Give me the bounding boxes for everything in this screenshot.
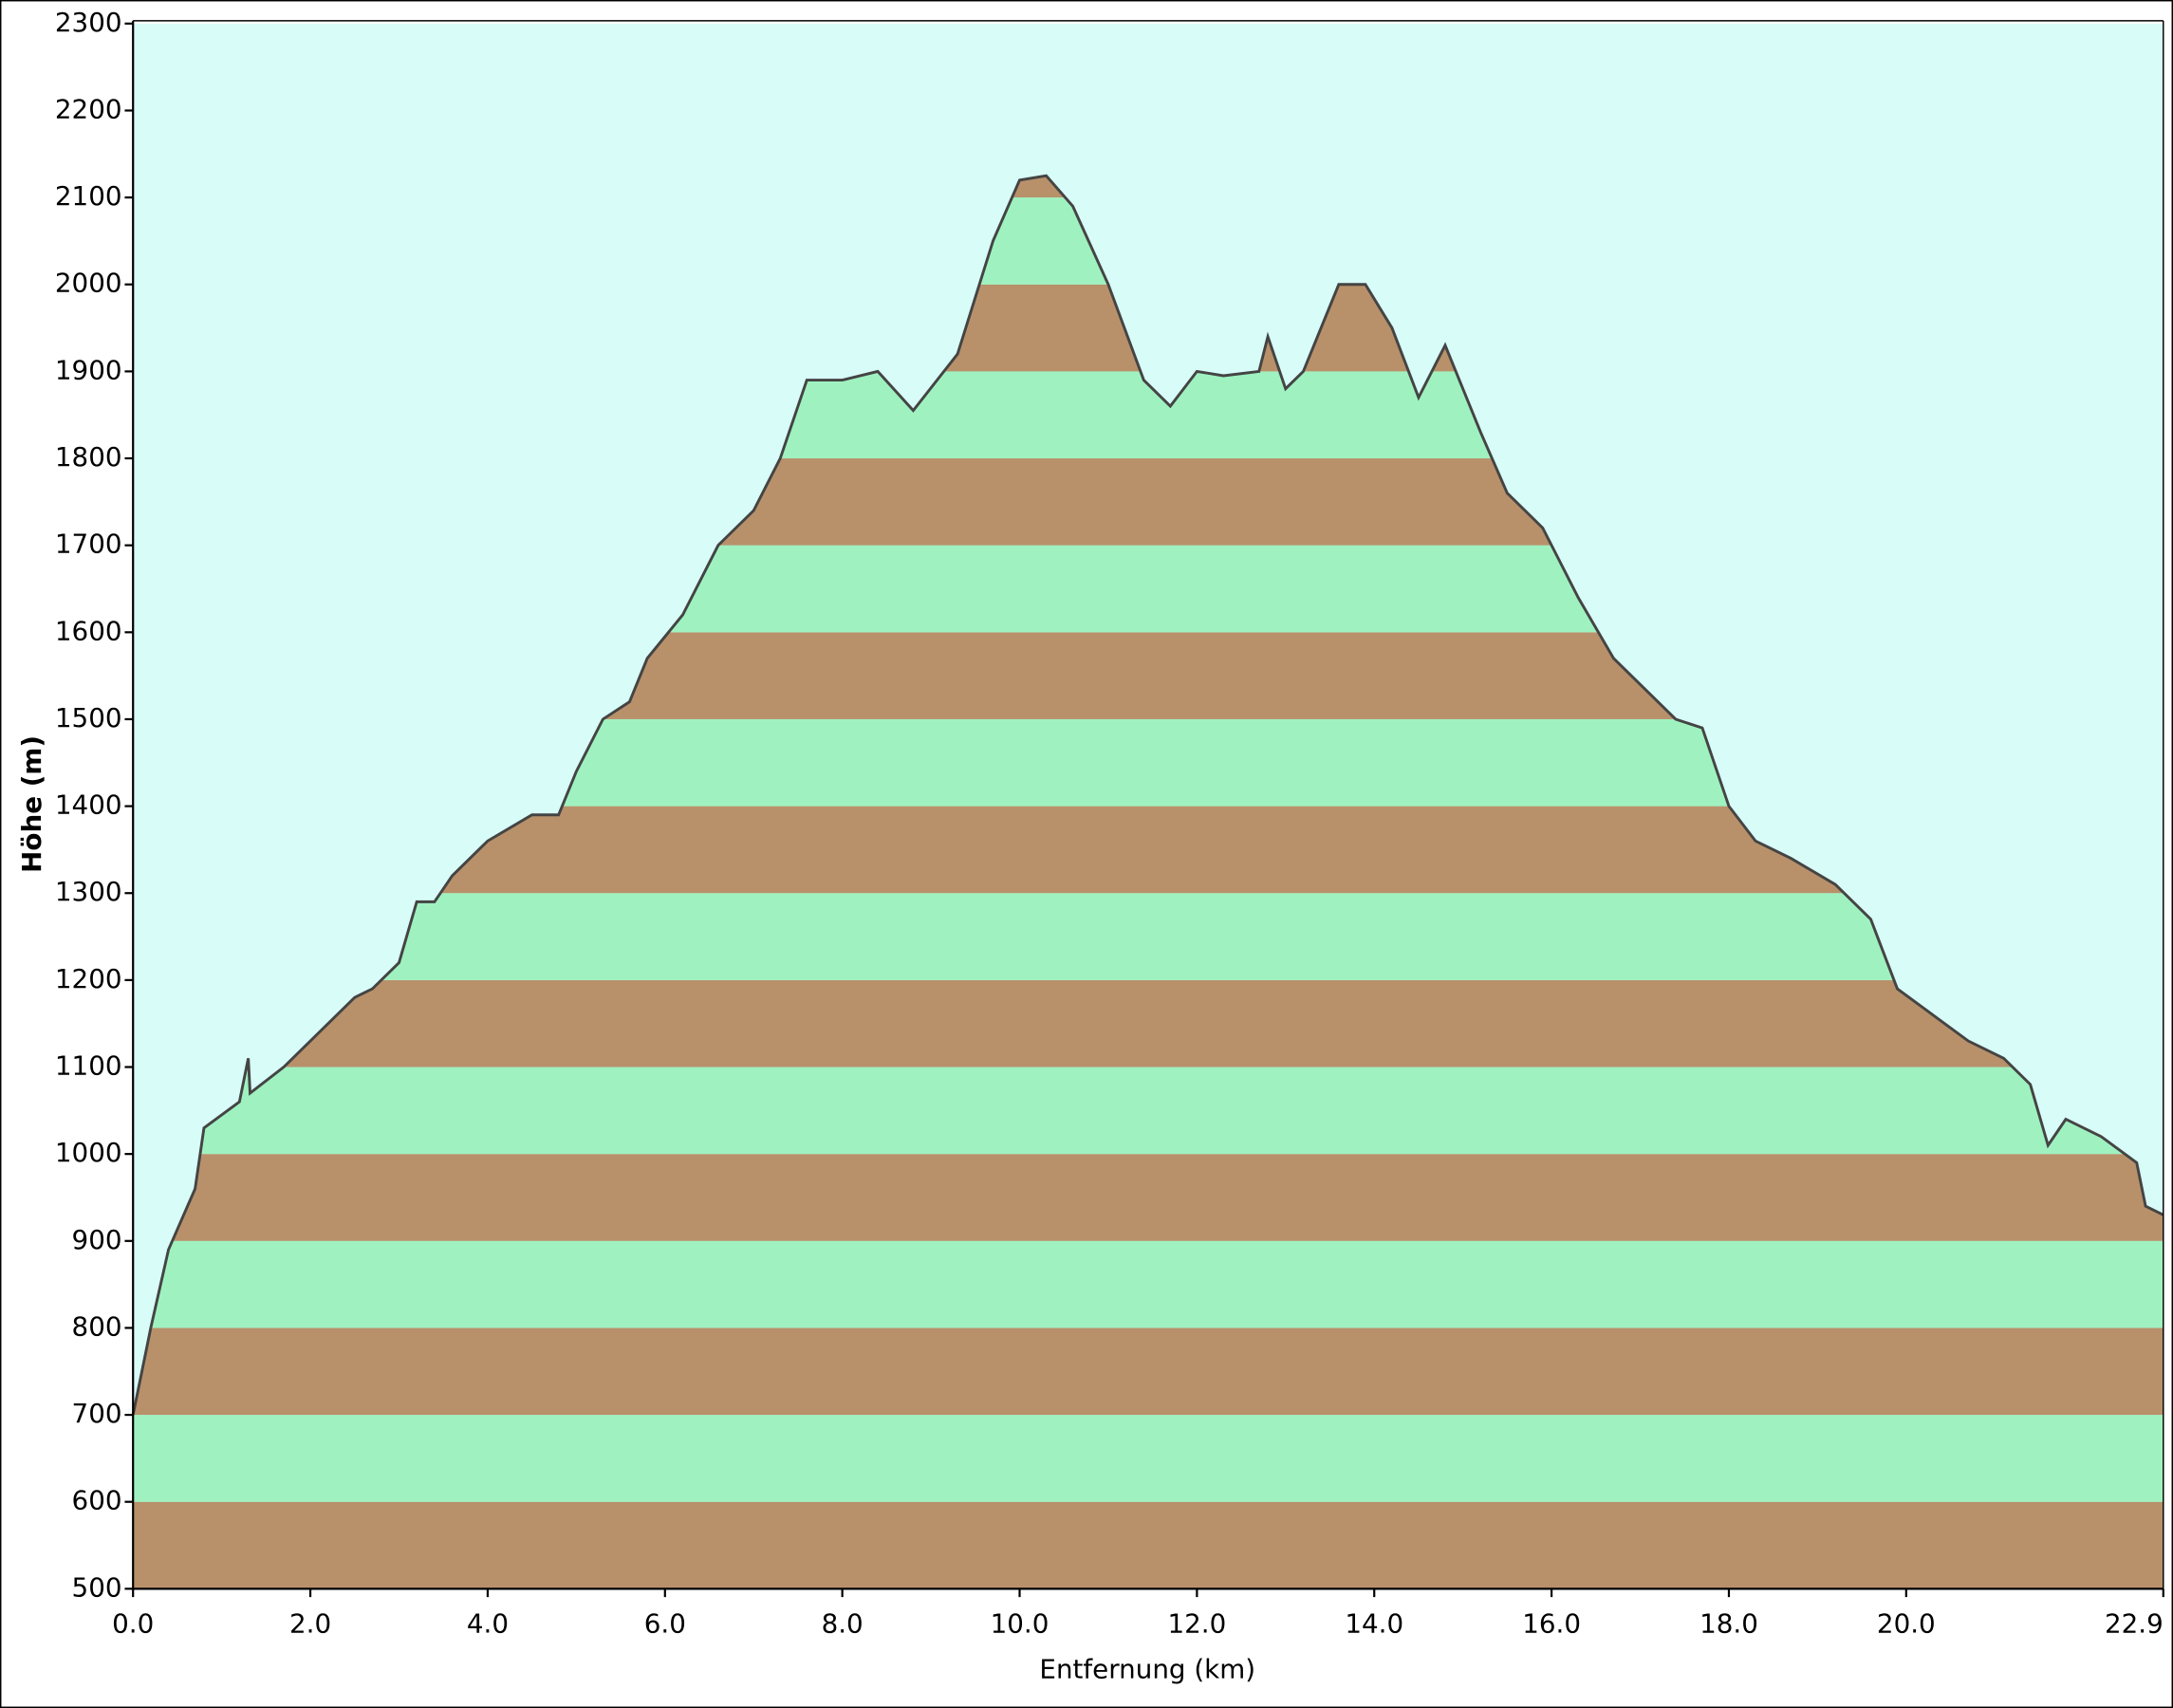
elevation-band xyxy=(133,979,2164,1068)
y-tick-label: 1500 xyxy=(55,702,122,733)
y-tick-label: 800 xyxy=(72,1310,122,1342)
x-tick-label: 4.0 xyxy=(467,1607,509,1639)
elevation-line xyxy=(131,174,2164,1416)
y-tick-label: 1200 xyxy=(55,963,122,994)
x-tick-label: 2.0 xyxy=(289,1607,331,1639)
elevation-band xyxy=(133,1067,2164,1155)
y-tick-label: 700 xyxy=(72,1398,122,1429)
y-tick-label: 1300 xyxy=(55,876,122,907)
y-tick-label: 1000 xyxy=(55,1137,122,1168)
x-tick-label: 12.0 xyxy=(1167,1607,1226,1639)
y-tick-label: 2000 xyxy=(55,268,122,299)
elevation-band xyxy=(133,1154,2164,1241)
elevation-band xyxy=(133,1415,2164,1502)
y-tick-label: 1100 xyxy=(55,1050,122,1082)
x-tick-label: 14.0 xyxy=(1345,1607,1403,1639)
y-tick-label: 1800 xyxy=(55,441,122,473)
x-tick-label: 10.0 xyxy=(991,1607,1049,1639)
x-tick-label: 16.0 xyxy=(1522,1607,1581,1639)
x-axis-title: Entfernung (km) xyxy=(1039,1654,1255,1685)
y-tick-label: 1900 xyxy=(55,354,122,385)
y-tick-label: 900 xyxy=(72,1224,122,1255)
elevation-band xyxy=(133,1501,2164,1589)
y-tick-label: 600 xyxy=(72,1485,122,1516)
y-tick-label: 1400 xyxy=(55,789,122,821)
x-tick-label: 6.0 xyxy=(644,1607,686,1639)
x-tick-label: 18.0 xyxy=(1699,1607,1758,1639)
x-tick-label: 22.9 xyxy=(2105,1607,2164,1639)
y-tick-label: 2100 xyxy=(55,180,122,212)
elevation-band xyxy=(133,1327,2164,1416)
y-tick-label: 2200 xyxy=(55,93,122,124)
x-tick-label: 20.0 xyxy=(1877,1607,1936,1639)
elevation-band xyxy=(133,893,2164,980)
y-tick-label: 1600 xyxy=(55,615,122,646)
x-tick-label: 8.0 xyxy=(822,1607,864,1639)
y-axis-title: Höhe (m) xyxy=(16,735,47,873)
y-tick-label: 500 xyxy=(72,1571,122,1603)
y-tick-label: 2300 xyxy=(55,7,122,38)
x-tick-label: 0.0 xyxy=(112,1607,154,1639)
y-tick-label: 1700 xyxy=(55,529,122,560)
elevation-band xyxy=(133,1240,2164,1328)
